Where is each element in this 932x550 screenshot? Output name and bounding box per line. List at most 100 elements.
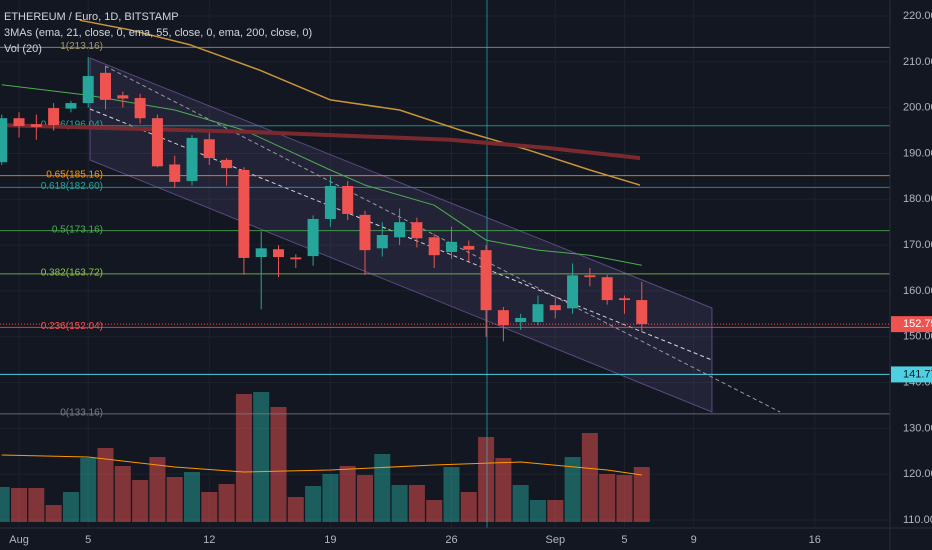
candle-body [324,186,336,219]
x-tick-label: 5 [621,534,627,546]
volume-bar [218,484,235,522]
volume-bar [166,477,183,522]
candle-body [290,257,302,260]
volume-bar [616,475,633,522]
candle-body [636,300,648,325]
volume-bar [235,394,252,522]
candle-body [549,305,561,311]
y-tick-label: 130.00 [903,422,932,434]
candle-body [480,250,492,311]
last-price-label: 152.75 [903,318,932,330]
volume-ma [1,454,642,476]
candle-body [567,275,579,309]
volume-bar [201,492,218,522]
volume-bar [28,488,45,522]
hline-tag [891,366,932,383]
volume-bar [374,454,391,522]
candle-body [532,304,544,323]
candle-body [618,298,630,301]
y-tick-label: 190.00 [903,147,932,159]
candle-body [169,164,181,182]
volume-bar [512,485,529,522]
volume-bar [426,500,443,522]
fib-label: 0.236(152.04) [41,321,103,332]
volume-bar [97,448,114,522]
volume-bar [581,433,598,522]
candle-body [238,169,250,258]
volume-bar [391,485,408,522]
candle-body [273,249,285,258]
candle-body [151,118,163,167]
volume-bar [149,457,166,522]
candle-body [584,275,596,278]
x-tick-label: 12 [203,534,215,546]
volume-bar [45,505,62,522]
candle-body [30,124,42,127]
y-tick-label: 150.00 [903,331,932,343]
fib-label: 1(213.16) [60,41,103,52]
fib-label: 0.786(196.04) [41,119,103,130]
volume-bar [322,474,339,522]
candle-body [0,118,8,163]
fib-label: 0(133.16) [60,408,103,419]
volume-bar [547,500,564,522]
y-tick-label: 180.00 [903,193,932,205]
volume-bar [0,487,10,522]
y-tick-label: 110.00 [903,514,932,526]
candle-body [255,248,267,258]
candle-body [445,241,457,252]
last-price-tag [891,316,932,333]
volume-bar [599,474,616,522]
volume-bar [495,458,512,522]
y-tick-label: 220.00 [903,10,932,22]
volume-bar [184,472,201,522]
y-tick-label: 210.00 [903,56,932,68]
moving-average [1,123,641,161]
candle-body [307,218,319,257]
volume-bar [11,488,28,522]
candle-body [497,310,509,326]
volume-bar [114,466,131,522]
volume-bar [339,466,356,522]
volume-bar [305,486,322,522]
moving-average [1,84,642,266]
volume-bar [253,392,270,522]
volume-bar [132,480,149,522]
candle-body [65,103,77,109]
x-tick-label: 16 [809,534,821,546]
candle-body [342,186,354,214]
candle-body [134,98,146,119]
candle-body [100,72,112,100]
x-tick-label: Sep [545,534,565,546]
volume-bar [633,467,650,522]
x-tick-label: 19 [324,534,336,546]
candle-body [203,139,215,159]
volume-bar [460,492,477,522]
trend-line [104,65,781,413]
candle-body [394,222,406,238]
candle-body [411,222,423,239]
volume-bar [529,500,546,522]
candle-body [463,246,475,250]
candle-body [117,95,129,99]
volume-bar [478,437,495,522]
y-tick-label: 120.00 [903,468,932,480]
candle-body [186,137,198,181]
candle-body [221,159,233,169]
candle-body [428,237,440,256]
legend-symbol: ETHEREUM / Euro, 1D, BITSTAMP [4,11,179,23]
x-tick-label: Aug [9,534,29,546]
volume-bar [356,475,373,522]
y-tick-label: 200.00 [903,102,932,114]
y-tick-label: 170.00 [903,239,932,251]
candle-body [601,277,613,301]
x-tick-label: 5 [85,534,91,546]
volume-bar [408,485,425,522]
candle-body [48,108,60,126]
legend-volume: Vol (20) [4,43,42,55]
hline-label: 141.77 [903,368,932,380]
x-tick-label: 9 [691,534,697,546]
candle-body [376,235,388,249]
volume-bar [62,492,79,522]
fib-label: 0.5(173.16) [52,224,103,235]
